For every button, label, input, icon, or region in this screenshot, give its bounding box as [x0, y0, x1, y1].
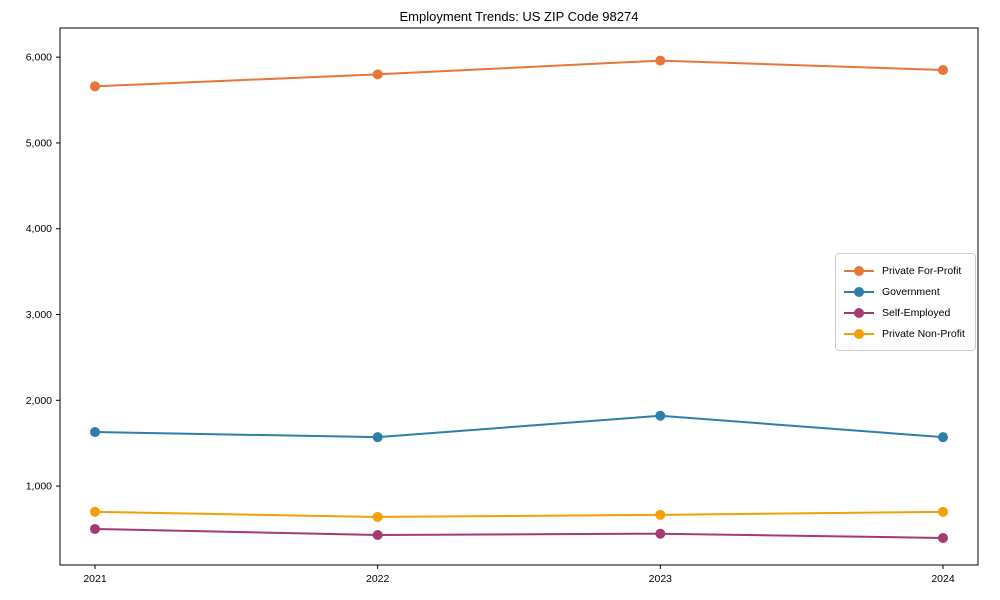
plot-border: [59, 27, 979, 566]
data-point-marker: [938, 65, 948, 76]
legend-dot: [854, 286, 864, 297]
chart-title: Employment Trends: US ZIP Code 98274: [399, 9, 639, 24]
legend-label: Private For-Profit: [882, 264, 962, 277]
data-point-marker: [372, 529, 383, 540]
legend-marker-icon: [844, 328, 874, 339]
y-tick-label: 6,000: [26, 52, 52, 64]
legend-marker-icon: [844, 286, 874, 297]
legend-marker-icon: [844, 265, 874, 276]
x-tick-label: 2024: [931, 573, 955, 585]
legend-dot: [854, 328, 864, 339]
data-point-marker: [90, 523, 100, 534]
y-tick-label: 1,000: [26, 481, 52, 493]
data-point-marker: [655, 55, 666, 66]
series-government: [90, 410, 948, 443]
series-line-private-for-profit: [94, 59, 944, 88]
legend-entry: Private Non-Profit: [843, 323, 967, 344]
y-tick-label: 2,000: [26, 395, 52, 407]
legend-marker-icon: [844, 307, 874, 318]
data-point-marker: [90, 81, 100, 92]
x-axis: 2021 2022 2023 2024: [83, 565, 955, 585]
series-line-self-employed: [94, 527, 944, 539]
x-tick-label: 2022: [366, 573, 390, 585]
series-line-government: [94, 414, 944, 439]
series-line-private-non-profit: [94, 510, 944, 518]
data-point-marker: [90, 427, 100, 438]
y-axis: 1,000 2,000 3,000 4,000 5,000 6,000: [26, 52, 60, 493]
series-self-employed: [90, 523, 948, 543]
legend-entry: Self-Employed: [843, 302, 967, 323]
series-private-non-profit: [90, 506, 948, 522]
series-private-for-profit: [90, 55, 948, 92]
data-point-marker: [938, 532, 948, 543]
legend-label: Self-Employed: [882, 306, 951, 319]
legend-dot: [854, 265, 864, 276]
data-point-marker: [372, 432, 383, 443]
y-tick-label: 5,000: [26, 137, 52, 149]
data-point-marker: [372, 511, 383, 522]
data-point-marker: [90, 506, 100, 517]
legend-label: Private Non-Profit: [882, 327, 965, 340]
legend-entry: Government: [843, 281, 967, 302]
data-point-marker: [655, 410, 666, 421]
data-point-marker: [655, 528, 666, 539]
legend-entry: Private For-Profit: [843, 260, 967, 281]
data-point-marker: [938, 432, 948, 443]
y-tick-label: 3,000: [26, 309, 52, 321]
x-tick-label: 2021: [83, 573, 107, 585]
data-point-marker: [655, 509, 666, 520]
x-tick-label: 2023: [649, 573, 673, 585]
y-tick-label: 4,000: [26, 223, 52, 235]
legend: Private For-Profit Government Self-Employe…: [835, 253, 976, 351]
legend-dot: [854, 307, 864, 318]
data-point-marker: [372, 69, 383, 80]
data-point-marker: [938, 506, 948, 517]
legend-label: Government: [882, 285, 940, 298]
